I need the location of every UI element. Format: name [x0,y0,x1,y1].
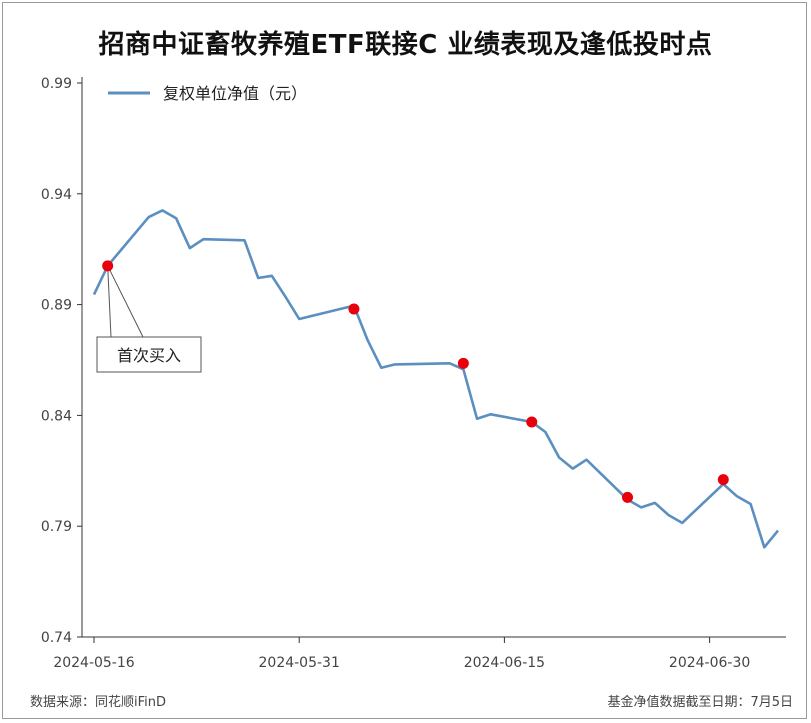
buy-point-marker [717,474,729,486]
y-tick-label: 0.79 [41,519,72,535]
annotation-label: 首次买入 [117,346,181,365]
data-cutoff-note: 基金净值数据截至日期：7月5日 [607,695,793,710]
buy-point-marker [102,260,114,272]
buy-point-marker [348,303,360,315]
chart-axes: 0.99 0.94 0.89 0.84 0.79 0.74 2024-05-16 2024-0… [41,76,786,671]
nav-series-line [92,209,780,549]
x-tick-label: 2024-06-15 [464,655,545,671]
y-tick-label: 0.89 [41,298,72,314]
annotation-box [96,336,202,373]
chart-legend: 复权单位净值（元） [108,84,307,103]
x-tick-label: 2024-05-31 [259,655,340,671]
y-tick-label: 0.84 [41,408,72,424]
buy-point-marker [457,357,469,369]
chart-title: 招商中证畜牧养殖ETF联接C 业绩表现及逢低投时点 [98,30,713,60]
buy-point-marker [622,491,634,503]
annotation-leader-line [107,265,144,338]
annotation-leader-line [107,265,112,338]
y-tick-label: 0.99 [41,76,72,92]
buy-point-marker [526,416,538,428]
y-tick-label: 0.94 [41,187,72,203]
x-tick-label: 2024-05-16 [53,655,134,671]
legend-label: 复权单位净值（元） [163,84,307,103]
x-tick-label: 2024-06-30 [669,655,750,671]
data-source-note: 数据来源：同花顺iFinD [30,695,167,710]
plot-area: 首次买入 [92,209,780,549]
y-tick-label: 0.74 [41,630,72,646]
